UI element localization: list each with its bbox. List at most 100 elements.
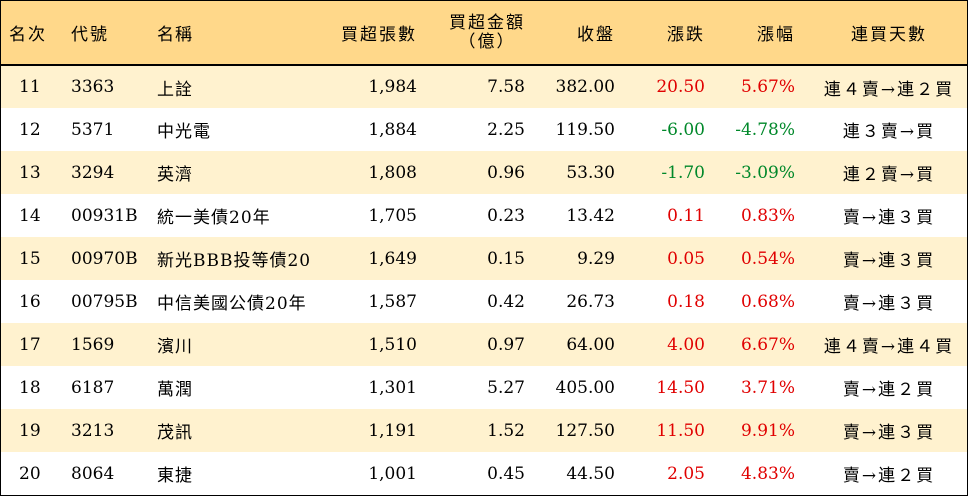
cell-consecutive-days: 賣→連３買 (842, 251, 936, 271)
header-net-buy-lots: 買超張數 (329, 1, 433, 66)
cell-net-buy-amount: 0.23 (487, 205, 525, 226)
header-consecutive-days: 連買天數 (811, 1, 967, 66)
cell-net-buy-lots: 1,301 (368, 377, 417, 398)
cell-net-buy-lots: 1,984 (368, 77, 417, 97)
cell-close: 26.73 (566, 291, 615, 312)
cell-code: 3213 (71, 420, 115, 441)
cell-change: 0.11 (667, 205, 705, 226)
header-name: 名稱 (157, 1, 329, 66)
cell-rank: 19 (19, 420, 41, 441)
cell-change-pct: 0.54% (740, 248, 795, 269)
cell-net-buy-amount: 2.25 (487, 119, 525, 140)
header-net-buy-amount-line1: 買超金額 (449, 12, 525, 33)
cell-rank: 18 (19, 377, 41, 398)
cell-name: 萬潤 (157, 380, 193, 400)
cell-change-pct: 9.91% (740, 420, 795, 441)
cell-net-buy-lots: 1,191 (368, 420, 417, 441)
table-header-row: 名次 代號 名稱 買超張數 買超金額 （億） 收盤 漲跌 漲幅 連買天數 (1, 1, 967, 66)
cell-rank: 15 (19, 248, 41, 269)
cell-net-buy-amount: 0.42 (487, 291, 525, 312)
cell-name: 茂訊 (157, 423, 193, 443)
cell-net-buy-lots: 1,649 (368, 248, 417, 269)
cell-name: 濱川 (157, 337, 193, 357)
cell-consecutive-days: 賣→連３買 (842, 208, 936, 228)
cell-change-pct: 6.67% (740, 334, 795, 355)
cell-net-buy-lots: 1,510 (368, 334, 417, 355)
cell-change: 20.50 (656, 77, 705, 97)
cell-rank: 12 (19, 119, 41, 140)
cell-rank: 17 (19, 334, 41, 355)
cell-close: 119.50 (555, 119, 615, 140)
cell-change: -1.70 (661, 162, 705, 183)
cell-change-pct: 4.83% (740, 463, 795, 484)
cell-close: 9.29 (577, 248, 615, 269)
cell-close: 44.50 (566, 463, 615, 484)
cell-code: 00795B (71, 291, 138, 312)
header-net-buy-amount: 買超金額 （億） (433, 1, 541, 66)
cell-net-buy-lots: 1,587 (368, 291, 417, 312)
cell-net-buy-lots: 1,001 (368, 463, 417, 484)
cell-code: 1569 (71, 334, 115, 355)
cell-close: 405.00 (555, 377, 615, 398)
cell-change: 0.18 (667, 291, 705, 312)
cell-net-buy-amount: 1.52 (487, 420, 525, 441)
cell-consecutive-days: 連４賣→連４買 (823, 337, 955, 357)
cell-name: 新光BBB投等債20 (157, 251, 312, 271)
cell-code: 00931B (71, 205, 138, 226)
header-close: 收盤 (541, 1, 631, 66)
cell-close: 64.00 (566, 334, 615, 355)
cell-consecutive-days: 連２賣→買 (842, 165, 936, 185)
cell-code: 5371 (71, 119, 115, 140)
cell-consecutive-days: 賣→連２買 (842, 466, 936, 486)
cell-close: 382.00 (555, 77, 615, 97)
cell-net-buy-lots: 1,705 (368, 205, 417, 226)
cell-code: 3294 (71, 162, 115, 183)
cell-net-buy-amount: 0.97 (487, 334, 525, 355)
cell-net-buy-amount: 0.96 (487, 162, 525, 183)
table-row: 17 1569 濱川 1,510 0.97 64.00 4.00 6.67% 連４賣→連４買 (1, 323, 967, 366)
cell-name: 中光電 (157, 122, 211, 142)
header-change: 漲跌 (631, 1, 721, 66)
table-row: 16 00795B 中信美國公債20年 1,587 0.42 26.73 0.18 0.68%… (1, 280, 967, 323)
table-row: 15 00970B 新光BBB投等債20 1,649 0.15 9.29 0.05 0.54%… (1, 237, 967, 280)
cell-rank: 20 (19, 463, 41, 484)
cell-change: -6.00 (661, 119, 705, 140)
cell-close: 13.42 (566, 205, 615, 226)
table-row: 19 3213 茂訊 1,191 1.52 127.50 11.50 9.91% 賣→連３買 (1, 409, 967, 452)
table-row: 11 3363 上詮 1,984 7.58 382.00 20.50 5.67% 連４賣→連２買 (1, 65, 967, 108)
cell-change-pct: 3.71% (740, 377, 795, 398)
cell-name: 上詮 (157, 79, 193, 100)
table-body: 11 3363 上詮 1,984 7.58 382.00 20.50 5.67% 連４賣→連２買… (1, 65, 967, 495)
cell-change-pct: 0.83% (740, 205, 795, 226)
cell-change: 11.50 (656, 420, 705, 441)
cell-net-buy-amount: 5.27 (487, 377, 525, 398)
cell-consecutive-days: 賣→連２買 (842, 380, 936, 400)
cell-code: 8064 (71, 463, 115, 484)
cell-consecutive-days: 賣→連３買 (842, 294, 936, 314)
cell-rank: 14 (19, 205, 41, 226)
cell-name: 東捷 (157, 466, 193, 486)
cell-code: 00970B (71, 248, 138, 269)
cell-change: 4.00 (667, 334, 705, 355)
table-row: 12 5371 中光電 1,884 2.25 119.50 -6.00 -4.78% 連３賣→買 (1, 108, 967, 151)
cell-change: 14.50 (656, 377, 705, 398)
cell-rank: 13 (19, 162, 41, 183)
cell-change: 0.05 (667, 248, 705, 269)
table-row: 18 6187 萬潤 1,301 5.27 405.00 14.50 3.71% 賣→連２買 (1, 366, 967, 409)
cell-rank: 11 (19, 77, 41, 97)
cell-net-buy-amount: 7.58 (487, 77, 525, 97)
table-row: 14 00931B 統一美債20年 1,705 0.23 13.42 0.11 0.83% 賣→… (1, 194, 967, 237)
header-net-buy-amount-line2: （億） (458, 31, 516, 52)
cell-change-pct: -3.09% (735, 162, 795, 183)
cell-change-pct: 5.67% (740, 77, 795, 97)
table-row: 20 8064 東捷 1,001 0.45 44.50 2.05 4.83% 賣→連２買 (1, 452, 967, 495)
cell-code: 6187 (71, 377, 115, 398)
cell-close: 127.50 (555, 420, 615, 441)
table-row: 13 3294 英濟 1,808 0.96 53.30 -1.70 -3.09% 連２賣→買 (1, 151, 967, 194)
cell-net-buy-lots: 1,808 (368, 162, 417, 183)
header-rank: 名次 (1, 1, 71, 66)
cell-change-pct: -4.78% (735, 119, 795, 140)
cell-consecutive-days: 賣→連３買 (842, 423, 936, 443)
